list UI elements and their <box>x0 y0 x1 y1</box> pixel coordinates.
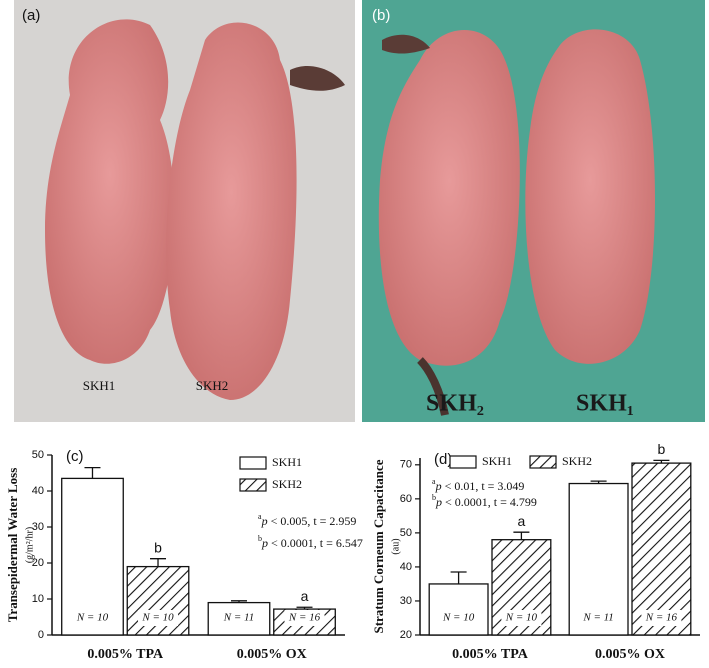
legend-label: SKH2 <box>272 477 302 491</box>
legend-swatch <box>449 455 477 469</box>
n-label: N = 11 <box>582 612 613 624</box>
n-label: N = 16 <box>288 612 321 624</box>
y-tick-label: 10 <box>32 593 44 605</box>
y-tick-label: 30 <box>400 595 412 607</box>
legend-swatch <box>239 478 267 492</box>
n-label-bg <box>218 610 259 626</box>
stat-p: p <box>261 536 268 550</box>
n-label-bg <box>578 610 619 626</box>
y-tick-label: 20 <box>32 557 44 569</box>
y-axis-unit: (g/m²/hr) <box>24 527 35 563</box>
n-label: N = 10 <box>442 612 475 624</box>
bar <box>61 477 124 636</box>
stat-text: < 0.01, t = 3.049 <box>442 479 525 493</box>
n-label-bg <box>438 610 479 626</box>
stat-note: ap < 0.005, t = 2.959 <box>258 512 356 528</box>
panel-label: (a) <box>22 7 40 24</box>
y-tick-label: 50 <box>32 449 44 461</box>
panel-label: (b) <box>372 7 390 24</box>
stat-sup: b <box>258 534 262 543</box>
photo-caption: SKH1 <box>83 378 116 393</box>
y-tick-label: 40 <box>32 485 44 497</box>
photo-caption: SKH₂ <box>426 391 484 417</box>
tail <box>417 357 449 416</box>
n-label-bg <box>501 610 542 626</box>
x-tick-label: 0.005% OX <box>595 647 665 662</box>
n-label: N = 16 <box>645 612 678 624</box>
legend-swatch <box>529 455 557 469</box>
y-tick-label: 50 <box>400 527 412 539</box>
panel-label: (c) <box>66 448 84 465</box>
photo-caption: SKH₁ <box>576 391 634 417</box>
legend-label: SKH1 <box>482 454 512 468</box>
x-tick-label: 0.005% TPA <box>87 647 164 662</box>
significance-letter: a <box>518 513 526 529</box>
stat-sup: a <box>432 477 436 486</box>
stat-note: ap < 0.01, t = 3.049 <box>432 477 524 493</box>
stat-note: bp < 0.0001, t = 6.547 <box>258 534 363 550</box>
y-tick-label: 40 <box>400 561 412 573</box>
significance-letter: b <box>658 441 666 457</box>
bar <box>428 583 489 636</box>
stat-p: p <box>261 514 268 528</box>
y-axis-label: Transepidermal Water Loss <box>5 468 20 623</box>
stat-p: p <box>435 495 442 509</box>
y-axis-unit: (au) <box>390 538 401 554</box>
y-tick-label: 20 <box>400 629 412 641</box>
mouse <box>525 29 655 364</box>
y-tick-label: 70 <box>400 459 412 471</box>
bar <box>631 462 692 636</box>
x-tick-label: 0.005% TPA <box>452 647 529 662</box>
n-label: N = 10 <box>141 612 174 624</box>
legend-swatch <box>239 456 267 470</box>
photo-caption: SKH2 <box>196 378 229 393</box>
photo-a: (a) SKH1 SKH2 <box>14 0 355 422</box>
legend-label: SKH2 <box>562 454 592 468</box>
stat-text: < 0.0001, t = 6.547 <box>268 536 363 550</box>
ear <box>382 34 430 54</box>
n-label-bg <box>138 610 179 626</box>
stat-text: < 0.005, t = 2.959 <box>268 514 357 528</box>
stat-note: bp < 0.0001, t = 4.799 <box>432 493 537 509</box>
y-axis-label: Stratum Corneum Capacitance <box>371 459 386 633</box>
n-label-bg <box>72 610 113 626</box>
n-label: N = 10 <box>505 612 538 624</box>
n-label: N = 11 <box>223 612 254 624</box>
mouse <box>378 30 520 366</box>
stat-text: < 0.0001, t = 4.799 <box>442 495 537 509</box>
y-tick-label: 0 <box>38 629 44 641</box>
legend-label: SKH1 <box>272 455 302 469</box>
panel-label: (d) <box>434 451 452 468</box>
mouse <box>166 22 297 400</box>
n-label: N = 10 <box>76 612 109 624</box>
y-tick-label: 30 <box>32 521 44 533</box>
photo-b: (b) SKH₂ SKH₁ <box>362 0 705 422</box>
significance-letter: a <box>301 588 309 604</box>
significance-letter: b <box>154 539 162 555</box>
stat-sup: b <box>432 493 436 502</box>
stat-sup: a <box>258 512 262 521</box>
n-label-bg <box>284 610 325 626</box>
stat-p: p <box>435 479 442 493</box>
x-tick-label: 0.005% OX <box>237 647 307 662</box>
tail <box>290 65 345 91</box>
y-tick-label: 60 <box>400 493 412 505</box>
mouse <box>45 19 175 364</box>
n-label-bg <box>641 610 682 626</box>
